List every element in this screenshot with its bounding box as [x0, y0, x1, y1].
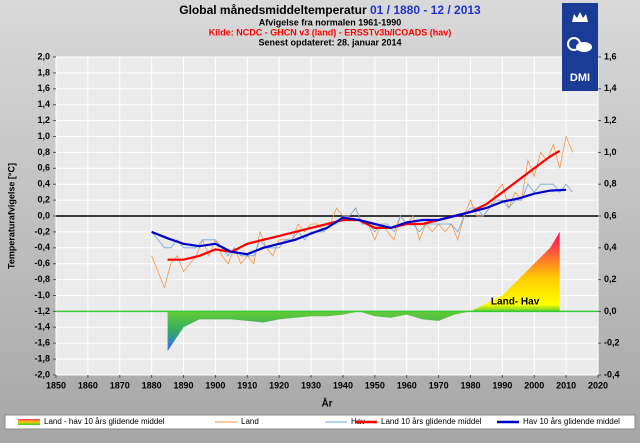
logo-text: DMI	[570, 72, 590, 84]
x-tick-label: 1900	[205, 380, 225, 390]
y-tick-label: 0,4	[37, 179, 50, 189]
y2-tick-label: 1,0	[604, 147, 617, 157]
y-tick-label: 1,4	[37, 99, 50, 109]
x-tick-label: 1930	[301, 380, 321, 390]
legend-label: Land 10 års glidende middel	[381, 417, 482, 426]
y2-tick-label: 0,2	[604, 274, 617, 284]
y-tick-label: -1,6	[34, 338, 50, 348]
y-tick-label: -1,4	[34, 322, 50, 332]
x-tick-label: 1860	[78, 380, 98, 390]
y2-tick-label: 1,2	[604, 115, 617, 125]
annotation: Land- Hav	[491, 297, 540, 308]
y-tick-label: -0,2	[34, 226, 50, 236]
y2-tick-label: -0,4	[604, 369, 620, 379]
y2-tick-label: 0,8	[604, 179, 617, 189]
legend-swatch	[18, 419, 40, 425]
x-tick-label: 1890	[174, 380, 194, 390]
y-tick-label: 1,8	[37, 67, 50, 77]
y2-tick-label: -0,2	[604, 338, 620, 348]
logo: DMI	[562, 3, 598, 91]
y2-tick-label: 1,6	[604, 51, 617, 61]
y-tick-label: 0,8	[37, 147, 50, 157]
x-tick-label: 1950	[365, 380, 385, 390]
x-tick-label: 1970	[429, 380, 449, 390]
y-tick-label: -0,6	[34, 258, 50, 268]
y-tick-label: 0,0	[37, 210, 50, 220]
x-tick-label: 1870	[110, 380, 130, 390]
y-tick-label: 1,6	[37, 83, 50, 93]
series-line	[167, 149, 561, 261]
y2-tick-label: 1,4	[604, 83, 617, 93]
x-tick-label: 1960	[397, 380, 417, 390]
y2-tick-label: 0,0	[604, 306, 617, 316]
y-tick-label: 0,2	[37, 194, 50, 204]
x-tick-label: 1920	[269, 380, 289, 390]
x-tick-label: 2000	[524, 380, 544, 390]
legend	[4, 414, 636, 430]
y-tick-label: -2,0	[34, 369, 50, 379]
x-tick-label: 2010	[556, 380, 576, 390]
updated: Senest opdateret: 28. januar 2014	[258, 37, 401, 47]
x-tick-label: 1910	[237, 380, 257, 390]
y-tick-label: 1,2	[37, 115, 50, 125]
y2-tick-label: 0,6	[604, 210, 617, 220]
source: Kilde: NCDC - GHCN v3 (land) - ERSSTv3b/…	[209, 27, 452, 37]
y2-tick-label: 0,4	[604, 242, 617, 252]
title-period: 01 / 1880 - 12 / 2013	[370, 3, 481, 17]
y-tick-label: -1,8	[34, 353, 50, 363]
x-tick-label: 1850	[46, 380, 66, 390]
y-tick-label: -0,8	[34, 274, 50, 284]
y-tick-label: -1,2	[34, 306, 50, 316]
chart-title: Global månedsmiddeltemperatur 01 / 1880 …	[179, 3, 481, 17]
series-line	[151, 188, 567, 256]
y-tick-label: -1,0	[34, 290, 50, 300]
y-tick-label: -0,4	[34, 242, 50, 252]
title-text: Global månedsmiddeltemperatur	[179, 3, 370, 17]
y-axis-label: Temperaturafvigelse [°C]	[6, 163, 16, 269]
subtitle: Afvigelse fra normalen 1961-1990	[259, 17, 402, 27]
y-tick-label: 2,0	[37, 51, 50, 61]
x-tick-label: 1880	[142, 380, 162, 390]
difference-area	[167, 231, 560, 352]
x-tick-label: 2020	[588, 380, 608, 390]
x-tick-label: 1980	[460, 380, 480, 390]
legend-label: Hav 10 års glidende middel	[523, 417, 620, 426]
y-tick-label: 0,6	[37, 163, 50, 173]
x-tick-label: 1990	[492, 380, 512, 390]
x-tick-label: 1940	[333, 380, 353, 390]
legend-label: Land - hav 10 års glidende middel	[44, 417, 165, 426]
y-tick-label: 1,0	[37, 131, 50, 141]
legend-label: Land	[241, 417, 259, 426]
x-axis-label: År	[321, 397, 332, 410]
